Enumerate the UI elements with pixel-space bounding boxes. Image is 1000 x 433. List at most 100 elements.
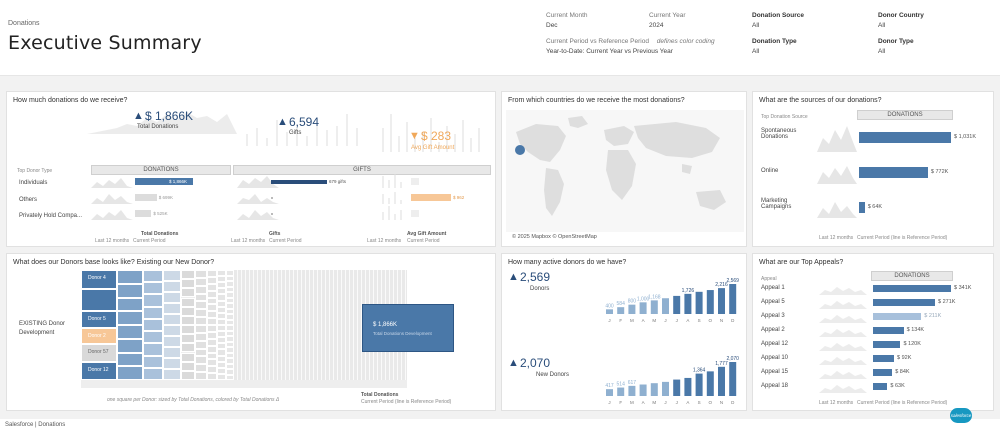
donor-tile[interactable] — [226, 341, 234, 347]
footer-text[interactable]: Salesforce | Donations — [5, 422, 66, 428]
donor-tile[interactable] — [226, 336, 234, 342]
source-row-spontaneous[interactable]: Spontaneous Donations — [761, 128, 797, 140]
donor-tile[interactable] — [217, 276, 226, 283]
donor-tile[interactable] — [181, 325, 195, 335]
source-row-marketing[interactable]: Marketing Campaigns — [761, 198, 792, 210]
month-bar[interactable] — [706, 290, 714, 314]
avg-breakdown-bar[interactable] — [411, 178, 419, 185]
donor-tile[interactable] — [207, 345, 217, 353]
donor-tile[interactable] — [143, 318, 163, 332]
donor-tile[interactable] — [207, 325, 217, 332]
donor-tile[interactable] — [143, 343, 163, 356]
donor-tile[interactable] — [207, 297, 217, 305]
donor-tile[interactable] — [117, 338, 143, 353]
donor-tile[interactable] — [195, 332, 207, 341]
gift-breakdown-bar[interactable] — [271, 197, 273, 199]
donor-country-filter[interactable]: Donor Country All — [878, 12, 924, 29]
donor-tile[interactable] — [181, 270, 195, 280]
donor-tile[interactable] — [195, 340, 207, 349]
appeal-bar[interactable] — [873, 285, 951, 292]
donor-tile[interactable] — [117, 270, 143, 284]
donor-tile[interactable] — [181, 352, 195, 362]
month-bar[interactable] — [673, 379, 681, 396]
month-bar[interactable] — [606, 389, 613, 396]
map-attribution[interactable]: © 2025 Mapbox © OpenStreetMap — [512, 234, 597, 240]
donation-breakdown-bar[interactable] — [135, 210, 152, 217]
month-bar[interactable] — [639, 384, 647, 396]
appeal-bar[interactable] — [873, 299, 935, 306]
donors-bar-chart[interactable]: 400 J 584 F 800 M 1,000 A 1,168 M J J 1,726 A S O 2,216 N… — [602, 272, 742, 324]
donor-tile[interactable] — [217, 300, 226, 307]
month-bar[interactable] — [628, 304, 636, 314]
segment-label[interactable]: EXISTING Donor Development — [19, 321, 66, 336]
donor-tile[interactable] — [226, 319, 234, 325]
donor-tile[interactable] — [217, 325, 226, 332]
donor-tile[interactable] — [226, 275, 234, 281]
month-bar[interactable] — [729, 362, 737, 396]
appeal-row-label[interactable]: Appeal 15 — [761, 369, 789, 375]
donor-tile[interactable] — [217, 343, 226, 350]
donor-tile[interactable] — [195, 325, 207, 333]
donation-type-filter[interactable]: Donation Type All — [752, 38, 797, 55]
donor-tile[interactable] — [181, 370, 195, 380]
donor-tile[interactable] — [117, 283, 143, 298]
avg-breakdown-bar[interactable] — [411, 194, 451, 201]
donor-tile[interactable] — [217, 288, 226, 295]
donor-tile[interactable] — [226, 347, 234, 353]
month-bar[interactable] — [639, 302, 647, 314]
donor-tile[interactable] — [226, 352, 234, 358]
donor-tile[interactable] — [181, 343, 195, 353]
donor-tile[interactable]: Donor 4 — [81, 270, 117, 289]
breadcrumb[interactable]: Donations — [8, 20, 40, 27]
month-bar[interactable] — [718, 366, 725, 396]
donor-tile[interactable] — [226, 297, 234, 303]
donor-tile[interactable] — [143, 294, 163, 307]
donor-tile[interactable] — [226, 292, 234, 298]
donor-tile[interactable] — [217, 361, 226, 368]
donor-tile[interactable] — [181, 306, 195, 316]
donor-tile[interactable] — [195, 301, 207, 310]
donor-tile[interactable] — [226, 308, 234, 314]
donor-tile[interactable] — [207, 366, 217, 374]
donor-tile[interactable] — [226, 286, 234, 292]
new-donors-bar-chart[interactable]: 417 J 514 F 617 M A M J J A 1,364 S O 1,777 N 2,070 D — [602, 350, 742, 406]
donor-tile[interactable] — [207, 283, 217, 291]
donor-tile[interactable] — [207, 373, 217, 380]
appeal-bar[interactable] — [873, 355, 895, 362]
donor-tile[interactable] — [207, 270, 217, 277]
donor-tile[interactable] — [163, 314, 181, 325]
donor-tile[interactable] — [226, 363, 234, 369]
donor-tile[interactable] — [117, 325, 143, 339]
donor-tile[interactable] — [217, 318, 226, 325]
donor-tile[interactable] — [195, 356, 207, 365]
donor-tile[interactable] — [163, 336, 181, 347]
month-bar[interactable] — [673, 295, 681, 314]
donor-tile[interactable] — [207, 276, 217, 284]
donor-tile[interactable] — [163, 281, 181, 292]
month-bar[interactable] — [684, 377, 692, 396]
donor-tile[interactable] — [181, 334, 195, 344]
donor-tile[interactable] — [195, 348, 207, 357]
donor-tile[interactable] — [163, 358, 181, 369]
donor-tile[interactable] — [181, 315, 195, 325]
donor-tile[interactable]: Donor 12 — [81, 362, 117, 380]
gift-breakdown-bar[interactable] — [271, 213, 273, 215]
month-bar[interactable] — [695, 373, 703, 396]
donor-tile[interactable] — [143, 306, 163, 319]
donor-tile[interactable] — [181, 288, 195, 298]
donor-tile[interactable] — [226, 358, 234, 364]
donor-tile[interactable] — [207, 331, 217, 339]
donor-tile[interactable] — [217, 331, 226, 338]
month-bar[interactable] — [684, 293, 692, 314]
donor-tile[interactable] — [217, 373, 226, 380]
appeal-row-label[interactable]: Appeal 10 — [761, 355, 789, 361]
appeal-bar[interactable] — [873, 341, 901, 348]
donor-tile[interactable] — [207, 290, 217, 298]
donor-tile[interactable] — [163, 270, 181, 281]
donor-tile[interactable] — [217, 349, 226, 356]
donor-tile[interactable] — [207, 318, 217, 325]
donation-breakdown-bar[interactable] — [135, 194, 157, 201]
month-bar[interactable] — [706, 371, 714, 396]
appeal-bar[interactable] — [873, 327, 904, 334]
donor-tile[interactable] — [217, 294, 226, 301]
